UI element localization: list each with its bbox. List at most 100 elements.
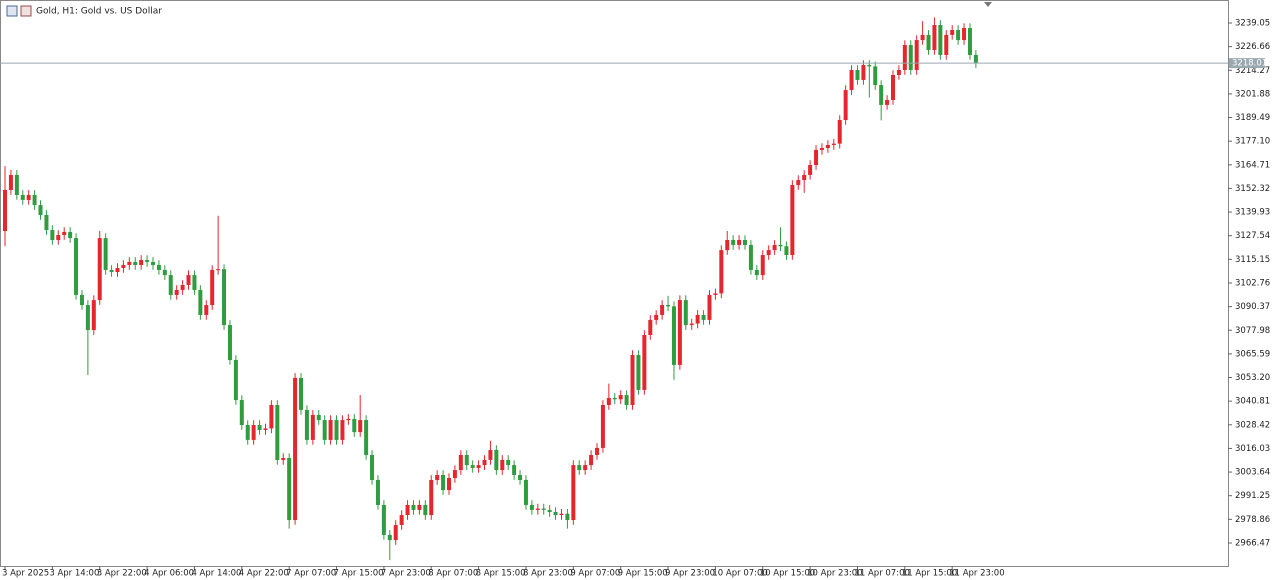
y-tick-label: 3040.81 <box>1235 397 1270 407</box>
candle-body <box>701 314 706 320</box>
candle-body <box>322 420 327 440</box>
y-tick-label: 3239.05 <box>1235 18 1270 28</box>
candle-body <box>754 269 759 276</box>
candle-body <box>541 508 546 510</box>
candle-body <box>784 246 789 256</box>
candle-body <box>565 513 570 521</box>
candle-body <box>293 377 298 521</box>
candle-body <box>725 239 730 251</box>
candle-body <box>269 404 274 429</box>
candle-body <box>216 269 221 271</box>
y-tick-label: 3003.64 <box>1235 468 1270 478</box>
symbol-icon <box>6 5 32 17</box>
candle-body <box>654 314 659 320</box>
y-tick-label: 3077.98 <box>1235 326 1270 336</box>
candle-body <box>91 300 96 331</box>
x-tick-label: 8 Apr 23:00 <box>523 569 573 579</box>
candle-body <box>843 90 848 120</box>
candle-body <box>251 425 256 440</box>
candle-body <box>896 70 901 75</box>
candle-body <box>476 465 481 468</box>
x-tick-label: 8 Apr 15:00 <box>476 569 526 579</box>
candle-body <box>967 28 972 55</box>
candle-body <box>523 479 528 505</box>
x-tick-label: 3 Apr 22:00 <box>97 569 147 579</box>
candle-body <box>299 377 303 410</box>
x-tick-label: 11 Apr 07:00 <box>854 569 909 579</box>
candle-body <box>56 235 61 240</box>
candle-body <box>233 359 238 401</box>
candle-body <box>364 420 369 455</box>
x-tick-label: 3 Apr 2025 <box>2 569 49 579</box>
candle-body <box>447 478 451 491</box>
candle-body <box>204 305 209 315</box>
candle-body <box>8 174 13 191</box>
x-tick-label: 9 Apr 15:00 <box>618 569 668 579</box>
candle-body <box>731 239 736 245</box>
candle-body <box>452 470 457 479</box>
y-tick-label: 3152.32 <box>1235 184 1270 194</box>
x-tick-label: 9 Apr 07:00 <box>570 569 620 579</box>
x-tick-label: 10 Apr 23:00 <box>807 569 862 579</box>
candle-body <box>103 238 108 270</box>
x-tick-label: 4 Apr 06:00 <box>144 569 194 579</box>
candle-body <box>494 450 499 471</box>
candle-body <box>825 144 830 149</box>
candle-body <box>908 45 913 71</box>
bid-label-box <box>1229 58 1265 69</box>
candle-body <box>879 85 884 105</box>
candle-body <box>328 420 333 440</box>
candle-body <box>85 305 90 331</box>
candle-body <box>281 458 286 460</box>
candle-body <box>666 305 671 307</box>
candle-body <box>583 465 588 471</box>
candle-body <box>435 475 440 480</box>
candle-body <box>559 513 564 516</box>
x-tick-label: 7 Apr 07:00 <box>286 569 336 579</box>
candle-body <box>577 465 582 471</box>
candle-body <box>600 404 605 448</box>
candle-body <box>553 512 558 516</box>
candle-body <box>287 458 292 521</box>
candle-body <box>867 65 872 67</box>
y-tick-label: 3201.88 <box>1235 89 1270 99</box>
y-tick-label: 2966.47 <box>1235 538 1270 548</box>
x-tick-label: 9 Apr 23:00 <box>665 569 715 579</box>
candle-body <box>873 66 878 86</box>
candle-body <box>387 534 392 541</box>
candle-body <box>506 459 511 466</box>
x-tick-label: 7 Apr 23:00 <box>381 569 431 579</box>
candle-body <box>973 54 978 64</box>
candle-body <box>97 238 102 301</box>
y-tick-label: 3053.20 <box>1235 373 1270 383</box>
candle-body <box>304 409 309 440</box>
candle-body <box>677 300 682 365</box>
candle-body <box>257 425 262 430</box>
candle-body <box>192 275 197 290</box>
candle-body <box>683 300 688 326</box>
y-tick-label: 3127.54 <box>1235 231 1270 241</box>
y-tick-label: 3226.66 <box>1235 42 1270 52</box>
candle-body <box>956 29 961 41</box>
candle-body <box>429 479 434 516</box>
candle-body <box>358 420 363 433</box>
candle-body <box>500 459 505 471</box>
candle-body <box>210 269 215 306</box>
candle-body <box>743 239 747 245</box>
candle-body <box>831 143 836 145</box>
candle-body <box>766 250 771 256</box>
y-tick-label: 3189.49 <box>1235 113 1270 123</box>
y-tick-label: 3090.37 <box>1235 302 1270 312</box>
candle-body <box>316 414 321 421</box>
candle-body <box>198 289 203 315</box>
candle-body <box>115 268 120 273</box>
candle-body <box>458 454 463 471</box>
candle-body <box>352 418 357 433</box>
candle-body <box>139 260 144 265</box>
candle-body <box>660 305 665 315</box>
candle-body <box>375 479 380 505</box>
candle-body <box>920 34 925 41</box>
candle-body <box>606 397 611 405</box>
bid-label: 3218.01 <box>1232 59 1267 69</box>
